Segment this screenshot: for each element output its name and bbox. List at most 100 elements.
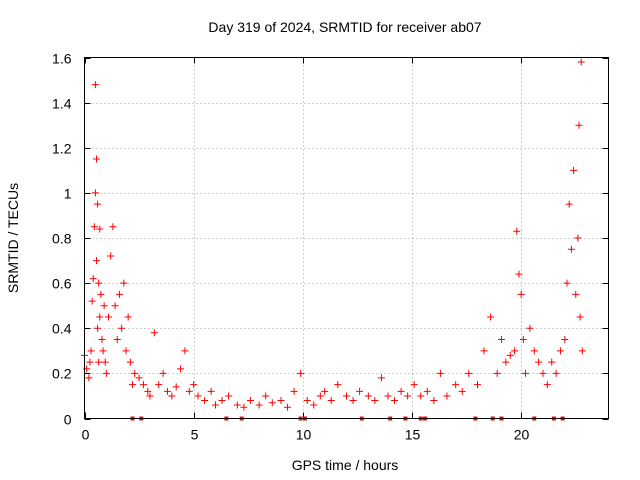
data-point [502, 358, 510, 366]
data-point [233, 401, 241, 409]
data-point [452, 381, 460, 389]
y-tick-label: 1.2 [52, 141, 72, 157]
data-point [185, 387, 193, 395]
data-point [493, 369, 501, 377]
tick-labels: 0 5 10 15 20 0 0.2 0.4 0.6 0.8 1 1.2 1.4 1.6 [52, 51, 529, 443]
data-point [111, 302, 119, 310]
data-point [506, 351, 514, 359]
data-point [194, 392, 202, 400]
data-point [159, 369, 167, 377]
data-point [168, 392, 176, 400]
data-point [181, 347, 189, 355]
data-point [163, 387, 171, 395]
data-point [246, 396, 254, 404]
data-point [96, 225, 104, 233]
x-tick-label: 0 [82, 427, 90, 443]
data-point [465, 369, 473, 377]
data-point [129, 381, 137, 389]
data-point [240, 403, 248, 411]
data-point [343, 392, 350, 400]
grid-lines [84, 57, 609, 419]
data-point [522, 369, 530, 377]
y-tick-label: 1.6 [52, 51, 72, 67]
data-point [118, 324, 126, 332]
data-point [565, 200, 573, 208]
data-point [97, 290, 105, 298]
data-point [95, 279, 103, 287]
data-point [102, 369, 110, 377]
data-point [316, 392, 324, 400]
data-point [93, 257, 101, 265]
data-point [349, 396, 357, 404]
data-point [105, 313, 113, 321]
data-point [561, 336, 569, 344]
data-point [548, 358, 556, 366]
x-axis-label: GPS time / hours [292, 457, 399, 473]
data-point [98, 336, 106, 344]
data-point [535, 358, 543, 366]
data-point [517, 290, 525, 298]
x-tick-label: 10 [296, 427, 312, 443]
data-point [539, 369, 547, 377]
data-point [90, 223, 98, 231]
data-point [284, 403, 292, 411]
data-point [377, 374, 385, 382]
data-point [218, 396, 226, 404]
data-point [321, 387, 329, 395]
data-point [100, 302, 108, 310]
data-point [85, 374, 93, 382]
data-point [93, 155, 101, 163]
data-point [113, 336, 121, 344]
data-point [430, 396, 438, 404]
data-point [576, 313, 584, 321]
y-tick-label: 1.4 [52, 96, 72, 112]
data-point [371, 396, 379, 404]
data-point [268, 399, 276, 407]
data-point [107, 252, 115, 260]
data-point [574, 234, 582, 242]
data-point [397, 387, 405, 395]
data-point [115, 290, 123, 298]
y-tick-label: 0.4 [52, 321, 72, 337]
data-point [474, 381, 481, 389]
y-tick-label: 0 [64, 412, 72, 428]
data-point [88, 297, 96, 305]
data-point [122, 347, 130, 355]
data-point [150, 329, 158, 337]
data-point [146, 392, 154, 400]
data-point [101, 358, 109, 366]
data-point [515, 270, 523, 278]
data-point [126, 358, 134, 366]
data-point [543, 381, 551, 389]
data-point [526, 324, 534, 332]
data-point [109, 223, 117, 231]
data-point [498, 336, 506, 344]
data-point [563, 279, 571, 287]
data-point [120, 279, 128, 287]
data-point [89, 275, 97, 283]
data-point [177, 365, 185, 373]
data-point [135, 374, 143, 382]
data-point [443, 392, 451, 400]
data-point [391, 396, 399, 404]
data-point [410, 381, 418, 389]
data-point [356, 387, 364, 395]
data-point [417, 392, 425, 400]
y-tick-label: 0.2 [52, 366, 72, 382]
data-point [207, 387, 215, 395]
axis-ticks [84, 57, 609, 420]
data-point [577, 58, 585, 66]
data-point [91, 81, 99, 89]
data-point [91, 189, 99, 197]
data-point [423, 387, 431, 395]
data-point [303, 396, 311, 404]
data-point [95, 358, 103, 366]
data-point [384, 392, 392, 400]
data-point [578, 347, 586, 355]
data-point [487, 313, 495, 321]
y-tick-label: 0.8 [52, 231, 72, 247]
data-point [552, 369, 560, 377]
data-point [511, 347, 519, 355]
y-tick-label: 1 [64, 186, 72, 202]
data-point [436, 369, 444, 377]
